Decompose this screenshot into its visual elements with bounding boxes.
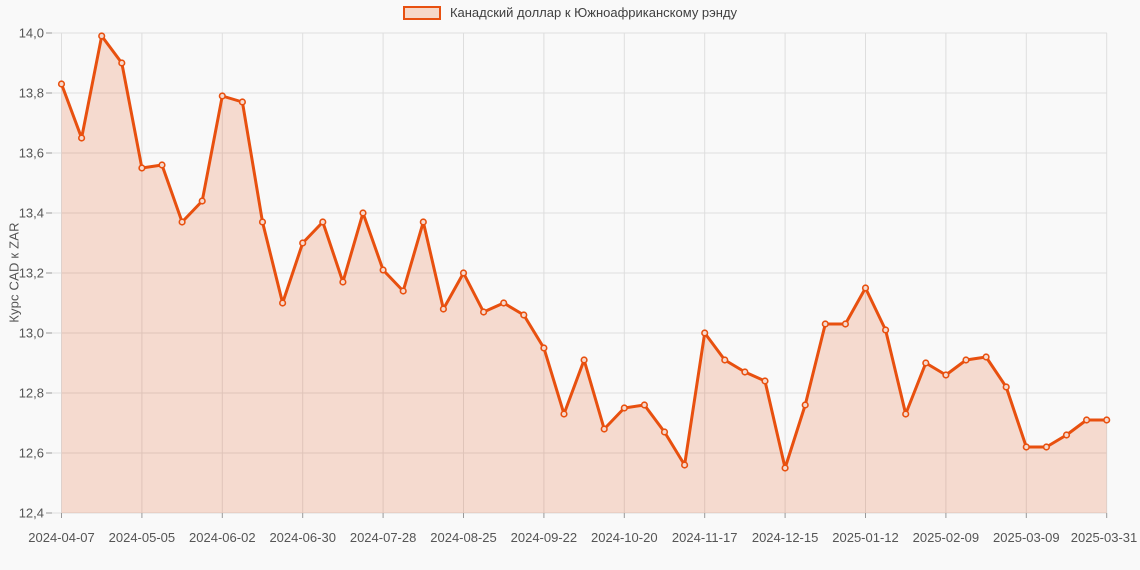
x-tick-label: 2024-11-17 bbox=[672, 530, 738, 545]
data-point-marker[interactable] bbox=[1022, 443, 1030, 451]
legend-swatch bbox=[402, 5, 441, 20]
data-point-marker[interactable] bbox=[459, 269, 468, 277]
data-point-marker[interactable] bbox=[1042, 443, 1050, 451]
data-point-marker[interactable] bbox=[399, 287, 407, 295]
data-point-marker[interactable] bbox=[761, 377, 769, 385]
y-tick-label: 12,8 bbox=[19, 386, 44, 401]
data-point-marker[interactable] bbox=[339, 278, 347, 286]
data-point-marker[interactable] bbox=[962, 356, 970, 364]
data-point-marker[interactable] bbox=[77, 134, 86, 142]
data-point-marker[interactable] bbox=[982, 353, 990, 361]
x-tick-label: 2025-03-09 bbox=[993, 530, 1060, 545]
y-tick-label: 12,6 bbox=[19, 446, 44, 461]
x-tick-label: 2025-03-31 bbox=[1071, 530, 1138, 545]
legend-label: Канадский доллар к Южноафриканскому рэнд… bbox=[449, 5, 738, 20]
data-point-marker[interactable] bbox=[540, 344, 548, 352]
y-tick-label: 13,0 bbox=[19, 326, 44, 341]
data-point-marker[interactable] bbox=[680, 461, 689, 469]
data-point-marker[interactable] bbox=[600, 425, 608, 433]
data-point-marker[interactable] bbox=[98, 32, 106, 40]
data-point-marker[interactable] bbox=[741, 368, 749, 376]
x-tick-label: 2024-08-25 bbox=[430, 530, 497, 545]
data-point-marker[interactable] bbox=[419, 218, 427, 226]
data-point-marker[interactable] bbox=[138, 164, 146, 172]
data-point-marker[interactable] bbox=[218, 92, 226, 100]
x-tick-label: 2024-04-07 bbox=[28, 530, 95, 545]
x-tick-label: 2024-09-22 bbox=[511, 530, 578, 545]
data-point-marker[interactable] bbox=[118, 59, 126, 67]
data-point-marker[interactable] bbox=[258, 218, 267, 226]
data-point-marker[interactable] bbox=[1002, 383, 1010, 391]
x-tick-label: 2024-07-28 bbox=[350, 530, 417, 545]
y-tick-label: 12,4 bbox=[19, 506, 44, 521]
x-tick-label: 2024-05-05 bbox=[109, 530, 176, 545]
data-point-marker[interactable] bbox=[359, 209, 367, 217]
data-point-marker[interactable] bbox=[660, 428, 669, 436]
data-point-marker[interactable] bbox=[922, 359, 930, 367]
data-point-marker[interactable] bbox=[439, 305, 448, 313]
data-point-marker[interactable] bbox=[198, 197, 206, 205]
data-point-marker[interactable] bbox=[57, 80, 66, 88]
x-tick-label: 2025-01-12 bbox=[832, 530, 899, 545]
y-tick-label: 13,4 bbox=[19, 206, 44, 221]
data-point-marker[interactable] bbox=[841, 320, 850, 328]
data-point-marker[interactable] bbox=[781, 464, 789, 472]
data-point-marker[interactable] bbox=[1103, 416, 1111, 424]
data-point-marker[interactable] bbox=[520, 311, 528, 319]
data-point-marker[interactable] bbox=[1062, 431, 1071, 439]
x-tick-label: 2024-06-02 bbox=[189, 530, 256, 545]
data-point-marker[interactable] bbox=[178, 218, 186, 226]
data-point-marker[interactable] bbox=[902, 410, 910, 418]
data-point-marker[interactable] bbox=[861, 284, 870, 292]
data-point-marker[interactable] bbox=[620, 404, 628, 412]
data-point-marker[interactable] bbox=[279, 299, 287, 307]
x-tick-label: 2024-10-20 bbox=[591, 530, 658, 545]
data-point-marker[interactable] bbox=[480, 308, 488, 316]
data-point-marker[interactable] bbox=[299, 239, 307, 247]
data-point-marker[interactable] bbox=[801, 401, 809, 409]
y-tick-label: 13,8 bbox=[19, 86, 44, 101]
x-tick-label: 2024-06-30 bbox=[269, 530, 336, 545]
data-point-marker[interactable] bbox=[560, 410, 568, 418]
y-tick-label: 14,0 bbox=[19, 26, 44, 41]
data-point-marker[interactable] bbox=[379, 266, 387, 274]
y-tick-label: 13,6 bbox=[19, 146, 44, 161]
data-point-marker[interactable] bbox=[238, 98, 246, 106]
legend: Канадский доллар к Южноафриканскому рэнд… bbox=[0, 5, 1140, 20]
x-tick-label: 2024-12-15 bbox=[752, 530, 819, 545]
data-point-marker[interactable] bbox=[942, 371, 950, 379]
data-point-marker[interactable] bbox=[158, 161, 166, 169]
x-tick-label: 2025-02-09 bbox=[913, 530, 980, 545]
data-point-marker[interactable] bbox=[640, 401, 649, 409]
data-point-marker[interactable] bbox=[721, 356, 729, 364]
data-point-marker[interactable] bbox=[821, 320, 829, 328]
data-point-marker[interactable] bbox=[500, 299, 508, 307]
data-point-marker[interactable] bbox=[881, 326, 890, 334]
legend-item-cad-zar[interactable]: Канадский доллар к Южноафриканскому рэнд… bbox=[402, 5, 738, 20]
data-point-marker[interactable] bbox=[701, 329, 709, 337]
data-point-marker[interactable] bbox=[580, 356, 588, 364]
y-tick-label: 13,2 bbox=[19, 266, 44, 281]
data-point-marker[interactable] bbox=[1082, 416, 1091, 424]
area-fill bbox=[61, 36, 1107, 513]
data-point-marker[interactable] bbox=[319, 218, 327, 226]
